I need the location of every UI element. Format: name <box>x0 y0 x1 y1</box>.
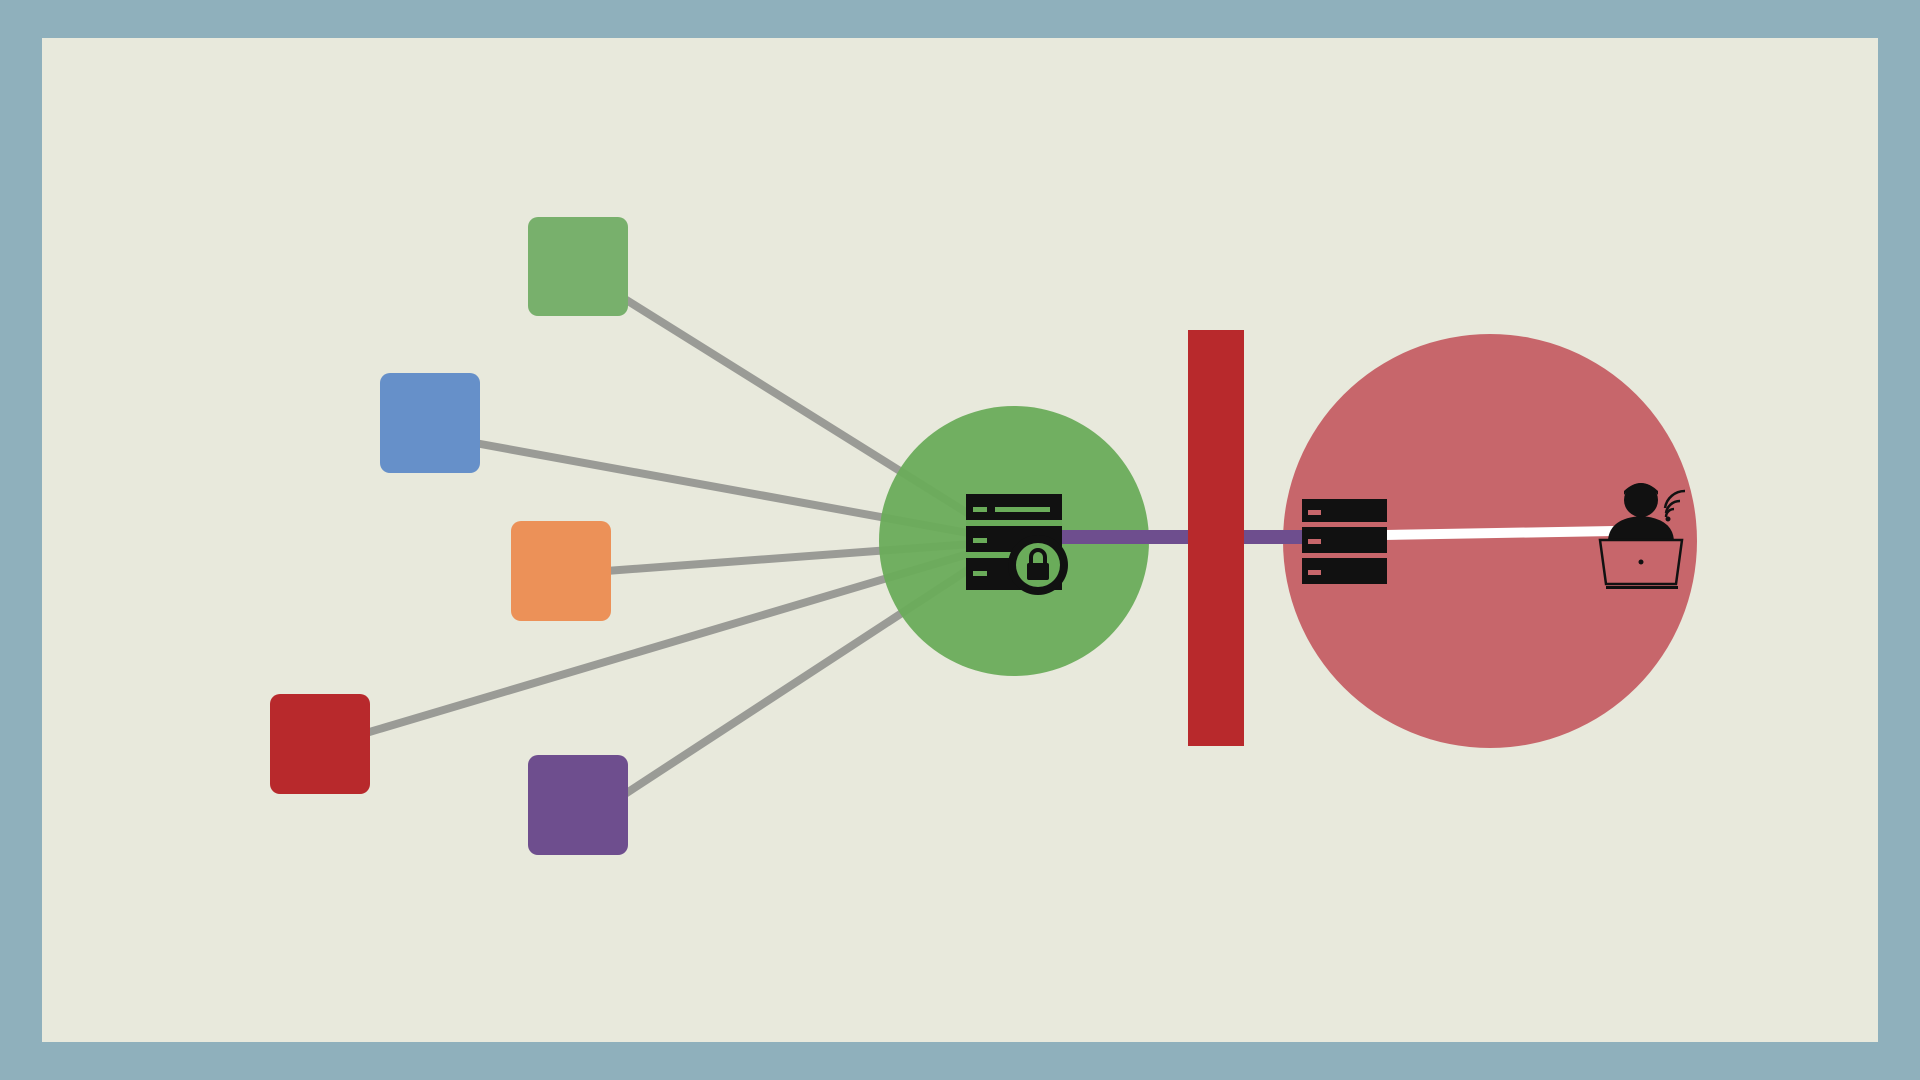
threat-zone <box>1283 334 1697 748</box>
red-node <box>270 694 370 794</box>
blue-node <box>380 373 480 473</box>
user-laptop-wifi-icon <box>1598 483 1686 589</box>
server-lock-icon <box>966 494 1068 595</box>
firewall-bar <box>1188 330 1244 746</box>
attacker-link <box>1384 526 1615 540</box>
green-node <box>528 217 628 316</box>
purple-node <box>528 755 628 855</box>
server-icon <box>1302 499 1387 584</box>
orange-node <box>511 521 611 621</box>
